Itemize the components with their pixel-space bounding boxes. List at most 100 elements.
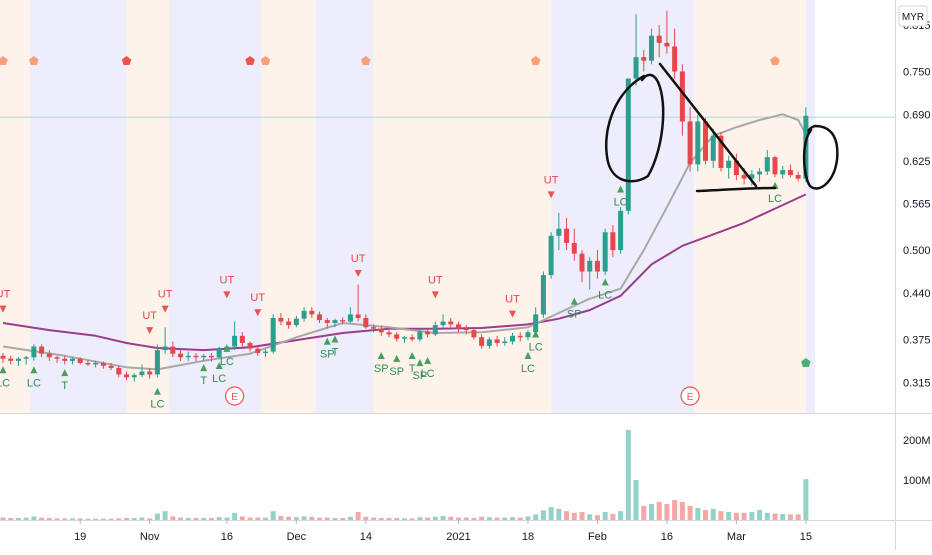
signal-label: LC bbox=[521, 363, 535, 375]
volume-bar bbox=[116, 518, 122, 520]
candle-body bbox=[69, 358, 75, 361]
candle-body bbox=[332, 320, 338, 323]
volume-bar bbox=[803, 479, 809, 520]
candle-body bbox=[494, 339, 500, 343]
moving-average-short bbox=[2, 113, 807, 371]
session-band bbox=[126, 0, 169, 413]
volume-bar bbox=[208, 518, 214, 520]
bottom-marker bbox=[801, 358, 811, 367]
volume-bar bbox=[502, 517, 508, 520]
candle-body bbox=[317, 314, 323, 321]
volume-bar bbox=[517, 517, 523, 520]
volume-bar bbox=[448, 516, 454, 520]
signal-arrow-down bbox=[509, 310, 517, 318]
volume-bar bbox=[170, 516, 176, 520]
volume-bar bbox=[641, 506, 647, 520]
annotation-circle-left bbox=[604, 73, 665, 183]
candle-body bbox=[85, 362, 91, 365]
volume-bar bbox=[363, 516, 369, 520]
signal-arrow-up bbox=[532, 330, 540, 338]
signal-label: LC bbox=[27, 377, 41, 389]
candle-body bbox=[648, 35, 654, 61]
earnings-marker bbox=[680, 386, 700, 406]
candle-body bbox=[62, 358, 68, 361]
volume-bar bbox=[625, 430, 631, 520]
signal-arrow-up bbox=[323, 337, 331, 345]
candle-body bbox=[564, 228, 570, 243]
volume-bar bbox=[193, 518, 199, 520]
candle-body bbox=[340, 320, 346, 322]
candle-body bbox=[594, 260, 600, 272]
candle-body bbox=[440, 321, 446, 326]
volume-bar bbox=[386, 518, 392, 520]
top-marker bbox=[245, 56, 255, 65]
signal-arrow-down bbox=[431, 291, 439, 299]
signal-arrow-up bbox=[215, 361, 223, 369]
candle-body bbox=[401, 337, 407, 339]
signal-arrow-up bbox=[601, 278, 609, 286]
signal-label: LC bbox=[220, 356, 234, 368]
volume-bar bbox=[309, 516, 315, 520]
candle-body bbox=[772, 157, 778, 175]
signal-arrow-down bbox=[223, 291, 231, 299]
volume-bar bbox=[293, 517, 299, 520]
candle-body bbox=[23, 357, 29, 359]
volume-bar bbox=[471, 518, 477, 520]
signal-arrow-up bbox=[223, 344, 231, 352]
earnings-label: E bbox=[231, 392, 238, 403]
signal-label: SP bbox=[374, 363, 389, 375]
volume-bar bbox=[741, 512, 747, 520]
volume-bar bbox=[664, 504, 670, 520]
volume-bar bbox=[510, 517, 516, 520]
volume-bar bbox=[648, 504, 654, 520]
price-tick-label: 0.375 bbox=[903, 334, 931, 346]
candle-body bbox=[363, 317, 369, 328]
signal-label: T bbox=[409, 363, 416, 375]
volume-bar bbox=[656, 502, 662, 520]
top-marker bbox=[361, 56, 371, 65]
volume-bar bbox=[710, 508, 716, 520]
candle-body bbox=[463, 328, 469, 331]
signal-label: LC bbox=[614, 196, 628, 208]
candle-body bbox=[378, 328, 384, 333]
volume-bar bbox=[540, 510, 546, 520]
volume-bar bbox=[178, 517, 184, 520]
time-tick-label: 19 bbox=[74, 531, 86, 543]
volume-bar bbox=[100, 518, 106, 520]
candle-body bbox=[417, 331, 423, 340]
signal-arrow-down bbox=[161, 305, 169, 313]
session-band bbox=[805, 0, 816, 413]
session-band bbox=[693, 0, 806, 413]
candle-body bbox=[571, 242, 577, 254]
signal-label: UT bbox=[250, 292, 265, 304]
volume-bar bbox=[317, 517, 323, 520]
price-tick-label: 0.625 bbox=[903, 156, 931, 168]
volume-bar bbox=[232, 512, 238, 520]
candle-body bbox=[687, 121, 693, 165]
signal-label: UT bbox=[505, 294, 520, 306]
signal-arrow-up bbox=[331, 335, 339, 343]
volume-bar bbox=[587, 514, 593, 520]
signal-arrow-up bbox=[570, 297, 578, 305]
signal-label: LC bbox=[0, 377, 10, 389]
candle-body bbox=[448, 321, 454, 325]
candle-body bbox=[208, 355, 214, 358]
volume-bar bbox=[672, 500, 678, 520]
candle-body bbox=[641, 57, 647, 61]
signal-label: UT bbox=[220, 274, 235, 286]
candle-body bbox=[757, 171, 763, 175]
volume-bar bbox=[77, 518, 83, 520]
signal-arrow-down bbox=[547, 191, 555, 199]
signal-arrow-up bbox=[416, 359, 424, 367]
volume-bar bbox=[432, 516, 438, 520]
signal-arrow-up bbox=[61, 369, 69, 377]
volume-bar bbox=[409, 518, 415, 520]
signal-arrow-up bbox=[524, 351, 532, 359]
volume-bar bbox=[224, 517, 230, 520]
candle-body bbox=[239, 335, 245, 343]
currency-box bbox=[898, 5, 928, 27]
volume-bar bbox=[15, 518, 21, 520]
signal-arrow-up bbox=[153, 387, 161, 395]
